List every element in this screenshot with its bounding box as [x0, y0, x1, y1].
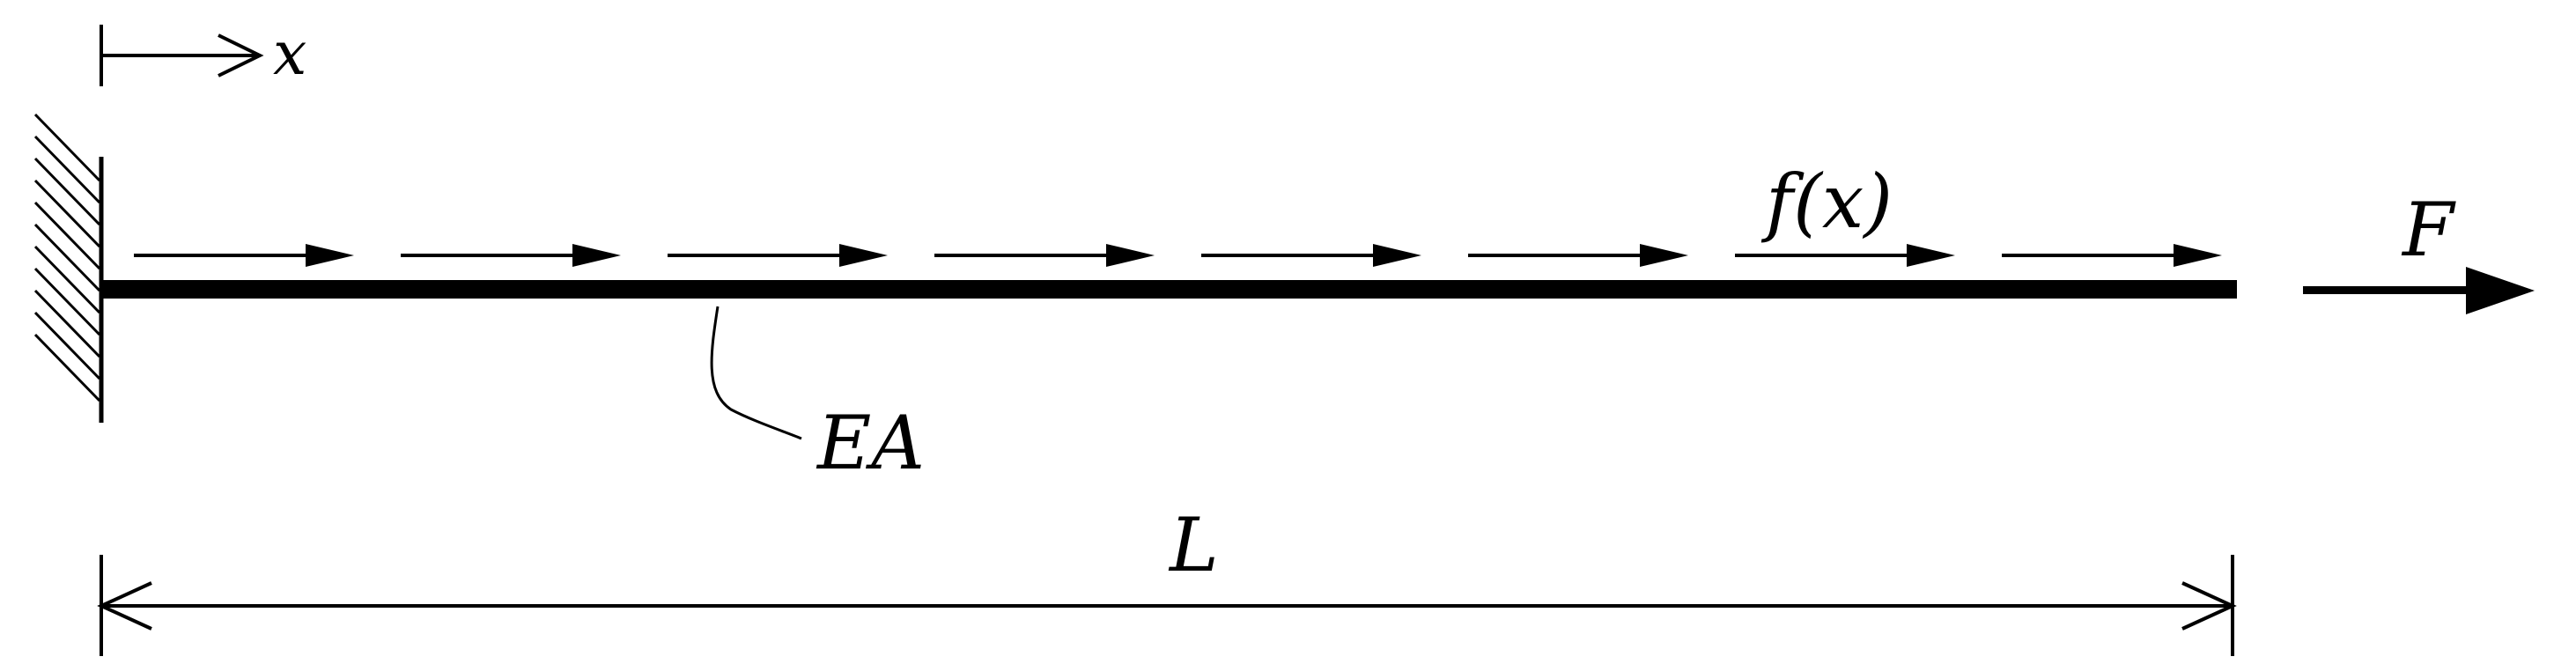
- distributed-load-arrow: [2002, 244, 2222, 267]
- distributed-load-label: f(x): [1760, 159, 1893, 245]
- distributed-load-arrowhead: [1373, 244, 1421, 267]
- length-dimension: L: [101, 502, 2233, 656]
- fixed-support: [35, 114, 101, 423]
- support-hatching: [35, 114, 100, 401]
- distributed-load-arrowhead: [572, 244, 621, 267]
- bar: [101, 280, 2237, 299]
- point-force: F: [2303, 187, 2535, 314]
- distributed-load-arrow: [134, 244, 354, 267]
- length-label: L: [1168, 502, 1219, 588]
- distributed-load-arrowhead: [2174, 244, 2222, 267]
- stiffness-leader-line: [712, 306, 801, 439]
- x-axis-label: x: [273, 19, 306, 89]
- distributed-load-arrow: [401, 244, 621, 267]
- distributed-load-arrowhead: [1106, 244, 1155, 267]
- stiffness-label: EA: [816, 400, 925, 486]
- point-force-shaft: [2303, 286, 2475, 294]
- point-force-arrowhead: [2466, 267, 2535, 314]
- distributed-load-arrowhead: [306, 244, 354, 267]
- distributed-load-arrows: [134, 244, 2222, 267]
- distributed-load-arrowhead: [1907, 244, 1955, 267]
- distributed-load-arrow: [934, 244, 1155, 267]
- distributed-load-arrow: [1468, 244, 1688, 267]
- x-axis-indicator: x: [101, 19, 306, 89]
- distributed-load-arrow: [668, 244, 888, 267]
- distributed-load-arrowhead: [1640, 244, 1688, 267]
- distributed-load-arrowhead: [839, 244, 888, 267]
- distributed-load-arrow: [1735, 244, 1955, 267]
- point-force-label: F: [2401, 187, 2456, 273]
- distributed-load-arrow: [1201, 244, 1421, 267]
